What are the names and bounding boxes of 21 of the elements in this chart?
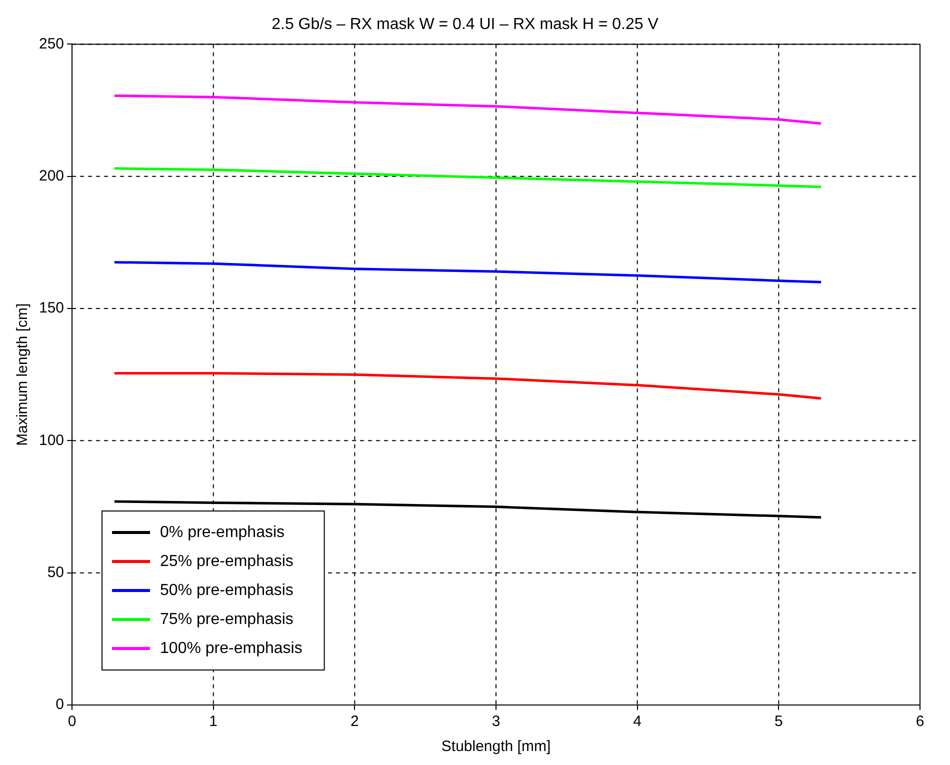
legend-label: 100% pre-emphasis [160,640,302,657]
x-axis-title: Stublength [mm] [441,738,551,756]
x-tick-label: 4 [633,713,642,730]
x-tick-label: 1 [209,713,218,730]
y-tick-label: 250 [38,35,64,52]
chart-title: 2.5 Gb/s – RX mask W = 0.4 UI – RX mask H = 0.25 V [272,16,659,34]
x-tick-label: 6 [916,713,924,730]
x-tick-label: 2 [350,713,359,730]
x-tick-label: 5 [774,713,783,730]
y-tick-label: 50 [47,564,64,581]
legend-label: 0% pre-emphasis [160,524,285,541]
legend-label: 25% pre-emphasis [160,552,294,570]
y-axis-title: Maximum length [cm] [14,303,32,446]
y-tick-label: 0 [56,696,64,714]
y-tick-label: 150 [38,300,64,317]
x-tick-label: 0 [68,713,76,730]
y-tick-label: 100 [38,432,64,449]
y-tick-label: 200 [38,168,64,184]
x-tick-label: 3 [492,713,500,730]
legend-label: 75% pre-emphasis [160,610,294,628]
legend-label: 50% pre-emphasis [160,582,294,599]
